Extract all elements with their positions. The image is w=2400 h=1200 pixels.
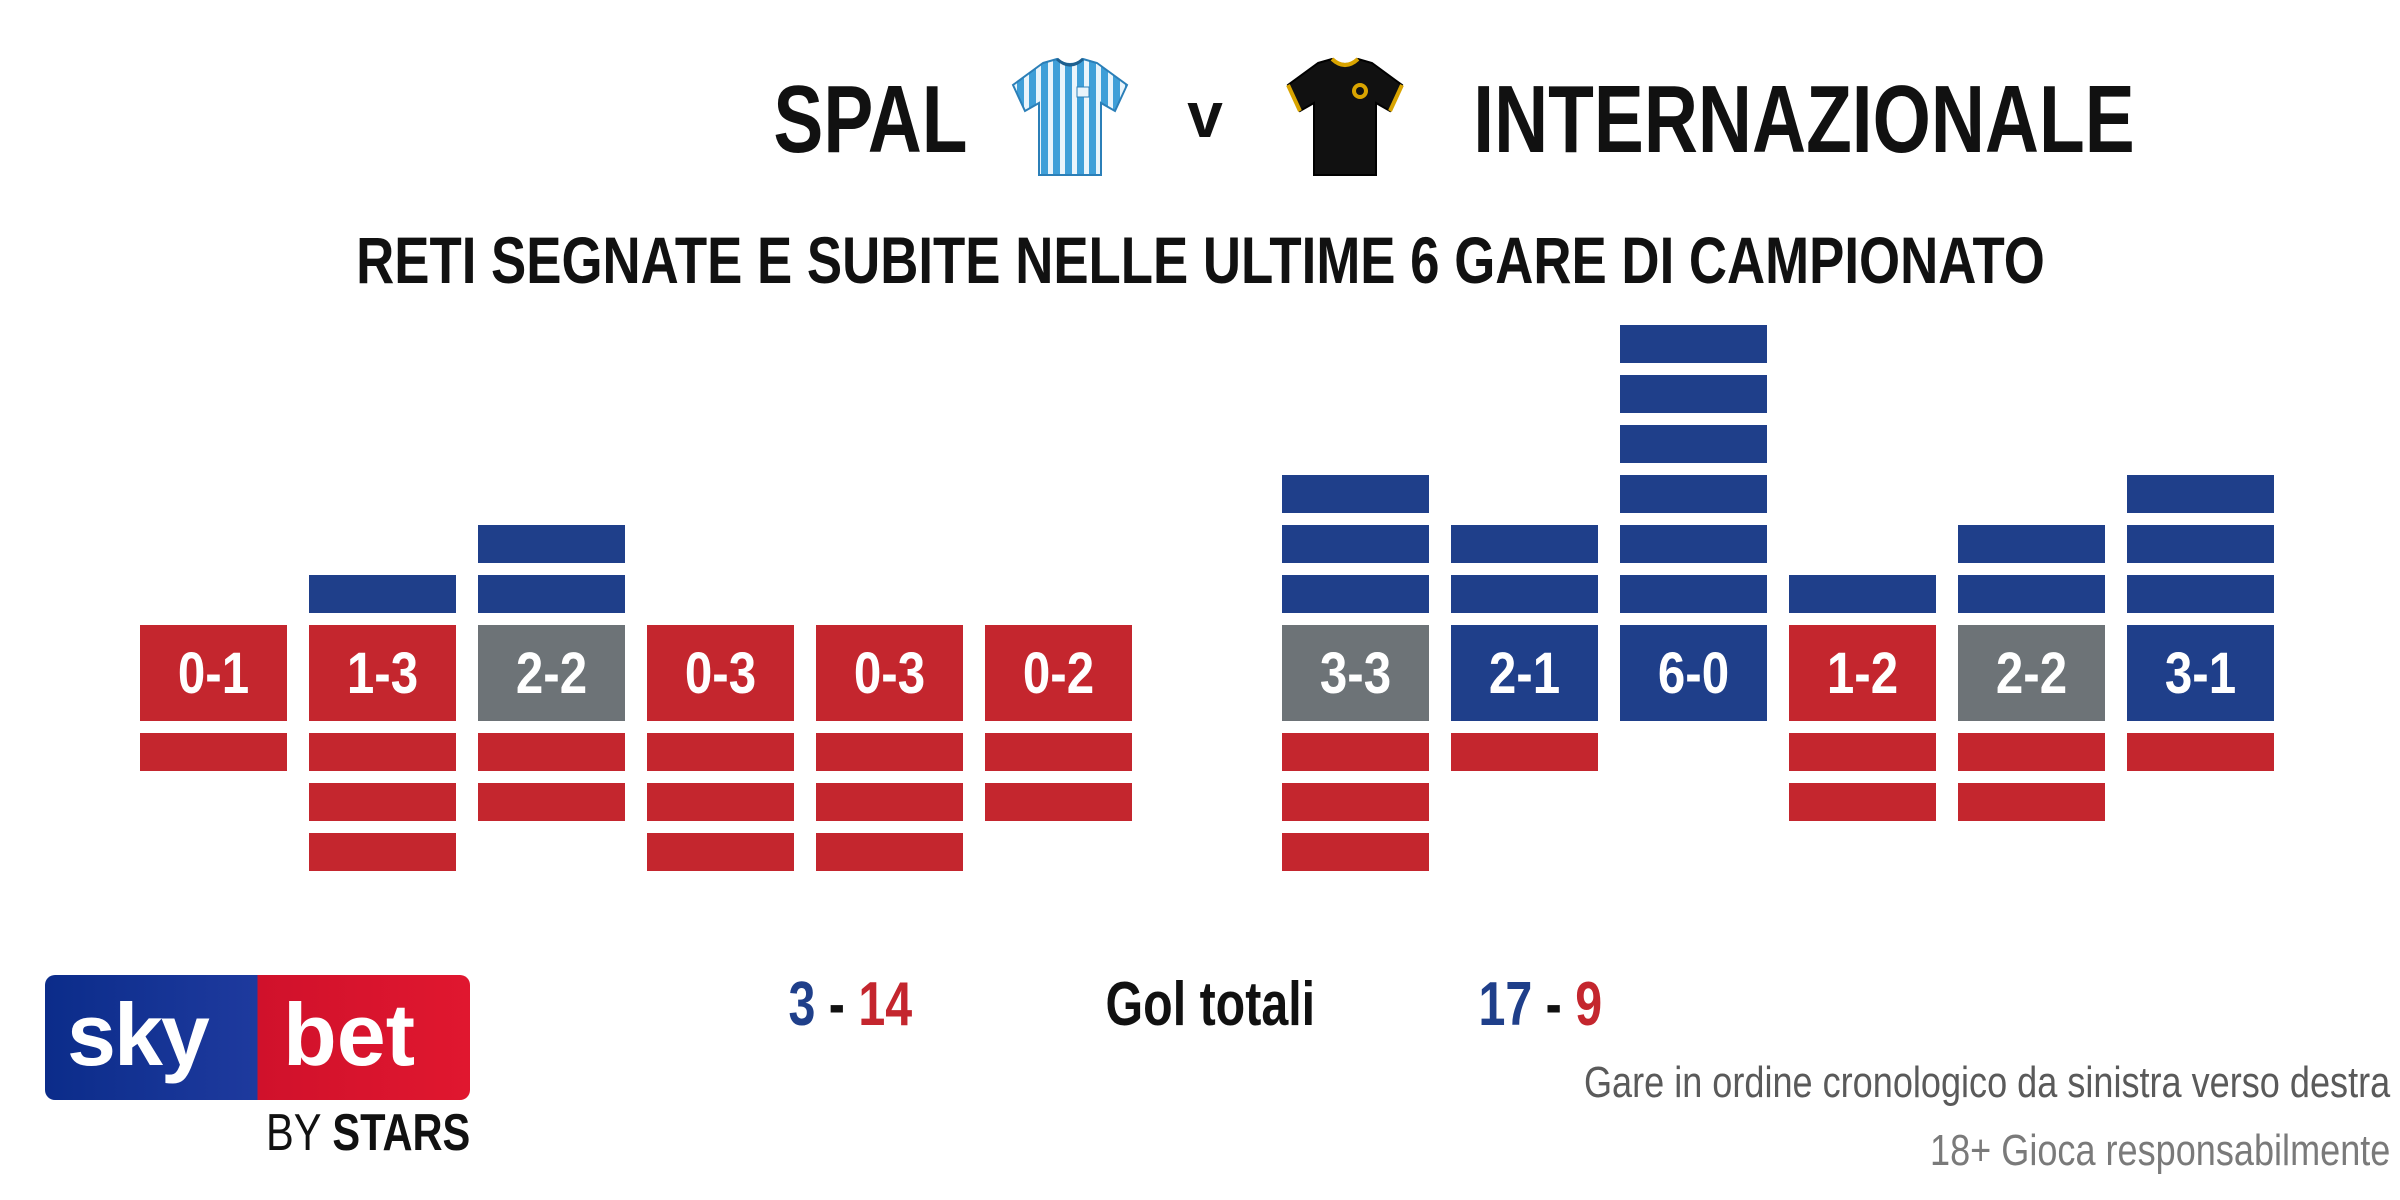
score-label: 0-3 xyxy=(685,641,756,706)
skybet-logo-box: sky bet xyxy=(45,975,470,1100)
score-box xyxy=(2127,625,2274,721)
goal-scored-block xyxy=(1620,525,1767,563)
versus-label: v xyxy=(1187,79,1223,151)
goal-scored-block xyxy=(2127,575,2274,613)
away-totals-separator: - xyxy=(1545,970,1562,1039)
away-goals-scored-total: 17 xyxy=(1478,970,1532,1039)
goal-scored-block xyxy=(478,525,625,563)
home-team-name: SPAL xyxy=(772,66,968,173)
goal-conceded-block xyxy=(647,733,794,771)
logo-by-text: BY xyxy=(265,1104,321,1162)
responsible-gambling-note: 18+ Gioca responsabilmente xyxy=(1929,1126,2390,1175)
score-box xyxy=(478,625,625,721)
goal-conceded-block xyxy=(1789,783,1936,821)
away-totals: 17 - 9 xyxy=(1420,965,1660,1045)
goal-scored-block xyxy=(2127,525,2274,563)
logo-by-stars: BY STARS xyxy=(215,1103,470,1163)
goal-scored-block xyxy=(1620,375,1767,413)
goal-conceded-block xyxy=(985,783,1132,821)
score-label: 1-3 xyxy=(347,641,418,706)
home-goals-scored-total: 3 xyxy=(788,970,816,1039)
goal-scored-block xyxy=(1282,475,1429,513)
score-label: 3-3 xyxy=(1320,641,1391,706)
score-box xyxy=(816,625,963,721)
logo-bet-text: bet xyxy=(283,985,415,1084)
score-box xyxy=(1789,625,1936,721)
goal-scored-block xyxy=(1620,475,1767,513)
score-label: 1-2 xyxy=(1827,641,1898,706)
goal-conceded-block xyxy=(1451,733,1598,771)
goal-scored-block xyxy=(1958,575,2105,613)
score-box xyxy=(1620,625,1767,721)
goal-conceded-block xyxy=(1789,733,1936,771)
goal-conceded-block xyxy=(309,833,456,871)
goal-conceded-block xyxy=(2127,733,2274,771)
away-kit-icon xyxy=(1286,57,1404,176)
home-goals-conceded-total: 14 xyxy=(858,970,912,1039)
goal-scored-block xyxy=(309,575,456,613)
score-box xyxy=(647,625,794,721)
score-label: 2-2 xyxy=(1996,641,2067,706)
goal-conceded-block xyxy=(478,733,625,771)
goal-conceded-block xyxy=(140,733,287,771)
goal-conceded-block xyxy=(1282,833,1429,871)
goal-conceded-block xyxy=(816,833,963,871)
away-goals-conceded-total: 9 xyxy=(1574,970,1602,1039)
goal-conceded-block xyxy=(816,783,963,821)
match-header: SPAL v INTERNAZIONALE xyxy=(0,55,2400,185)
score-label: 0-2 xyxy=(1023,641,1094,706)
score-label: 2-2 xyxy=(516,641,587,706)
goal-conceded-block xyxy=(647,833,794,871)
score-label: 0-3 xyxy=(854,641,925,706)
goal-scored-block xyxy=(1620,425,1767,463)
goal-conceded-block xyxy=(647,783,794,821)
skybet-logo: sky bet BY STARS xyxy=(45,975,470,1165)
goal-scored-block xyxy=(1282,575,1429,613)
score-box xyxy=(309,625,456,721)
totals-label: Gol totali xyxy=(1105,970,1315,1039)
home-totals-separator: - xyxy=(828,970,845,1039)
score-box xyxy=(1958,625,2105,721)
goal-scored-block xyxy=(478,575,625,613)
goal-conceded-block xyxy=(309,733,456,771)
goal-scored-block xyxy=(1451,575,1598,613)
score-label: 3-1 xyxy=(2165,641,2236,706)
away-team-name: INTERNAZIONALE xyxy=(1473,66,2135,173)
goal-scored-block xyxy=(1620,575,1767,613)
goal-conceded-block xyxy=(1958,783,2105,821)
logo-stars-text: STARS xyxy=(332,1104,470,1162)
home-totals: 3 - 14 xyxy=(730,965,970,1045)
goal-scored-block xyxy=(1620,325,1767,363)
goal-conceded-block xyxy=(985,733,1132,771)
score-label: 6-0 xyxy=(1658,641,1729,706)
goal-scored-block xyxy=(1789,575,1936,613)
goal-scored-block xyxy=(2127,475,2274,513)
goal-scored-block xyxy=(1282,525,1429,563)
goal-conceded-block xyxy=(1282,733,1429,771)
chart-title: RETI SEGNATE E SUBITE NELLE ULTIME 6 GAR… xyxy=(355,223,2045,297)
goal-conceded-block xyxy=(1958,733,2105,771)
score-box xyxy=(985,625,1132,721)
score-box xyxy=(1451,625,1598,721)
score-label: 2-1 xyxy=(1489,641,1560,706)
logo-sky-text: sky xyxy=(67,985,210,1084)
goals-chart: 0-1 1-3 2-2 0-3 0-3 0-2 3-3 2-1 6-0 1-2 2-2 3-1 xyxy=(140,325,2274,871)
goal-scored-block xyxy=(1451,525,1598,563)
score-box xyxy=(1282,625,1429,721)
score-label: 0-1 xyxy=(178,641,249,706)
home-kit-icon xyxy=(1011,57,1129,176)
goal-scored-block xyxy=(1958,525,2105,563)
goal-conceded-block xyxy=(816,733,963,771)
goal-conceded-block xyxy=(309,783,456,821)
chronological-note: Gare in ordine cronologico da sinistra v… xyxy=(1583,1058,2390,1107)
goal-conceded-block xyxy=(478,783,625,821)
goal-conceded-block xyxy=(1282,783,1429,821)
score-box xyxy=(140,625,287,721)
